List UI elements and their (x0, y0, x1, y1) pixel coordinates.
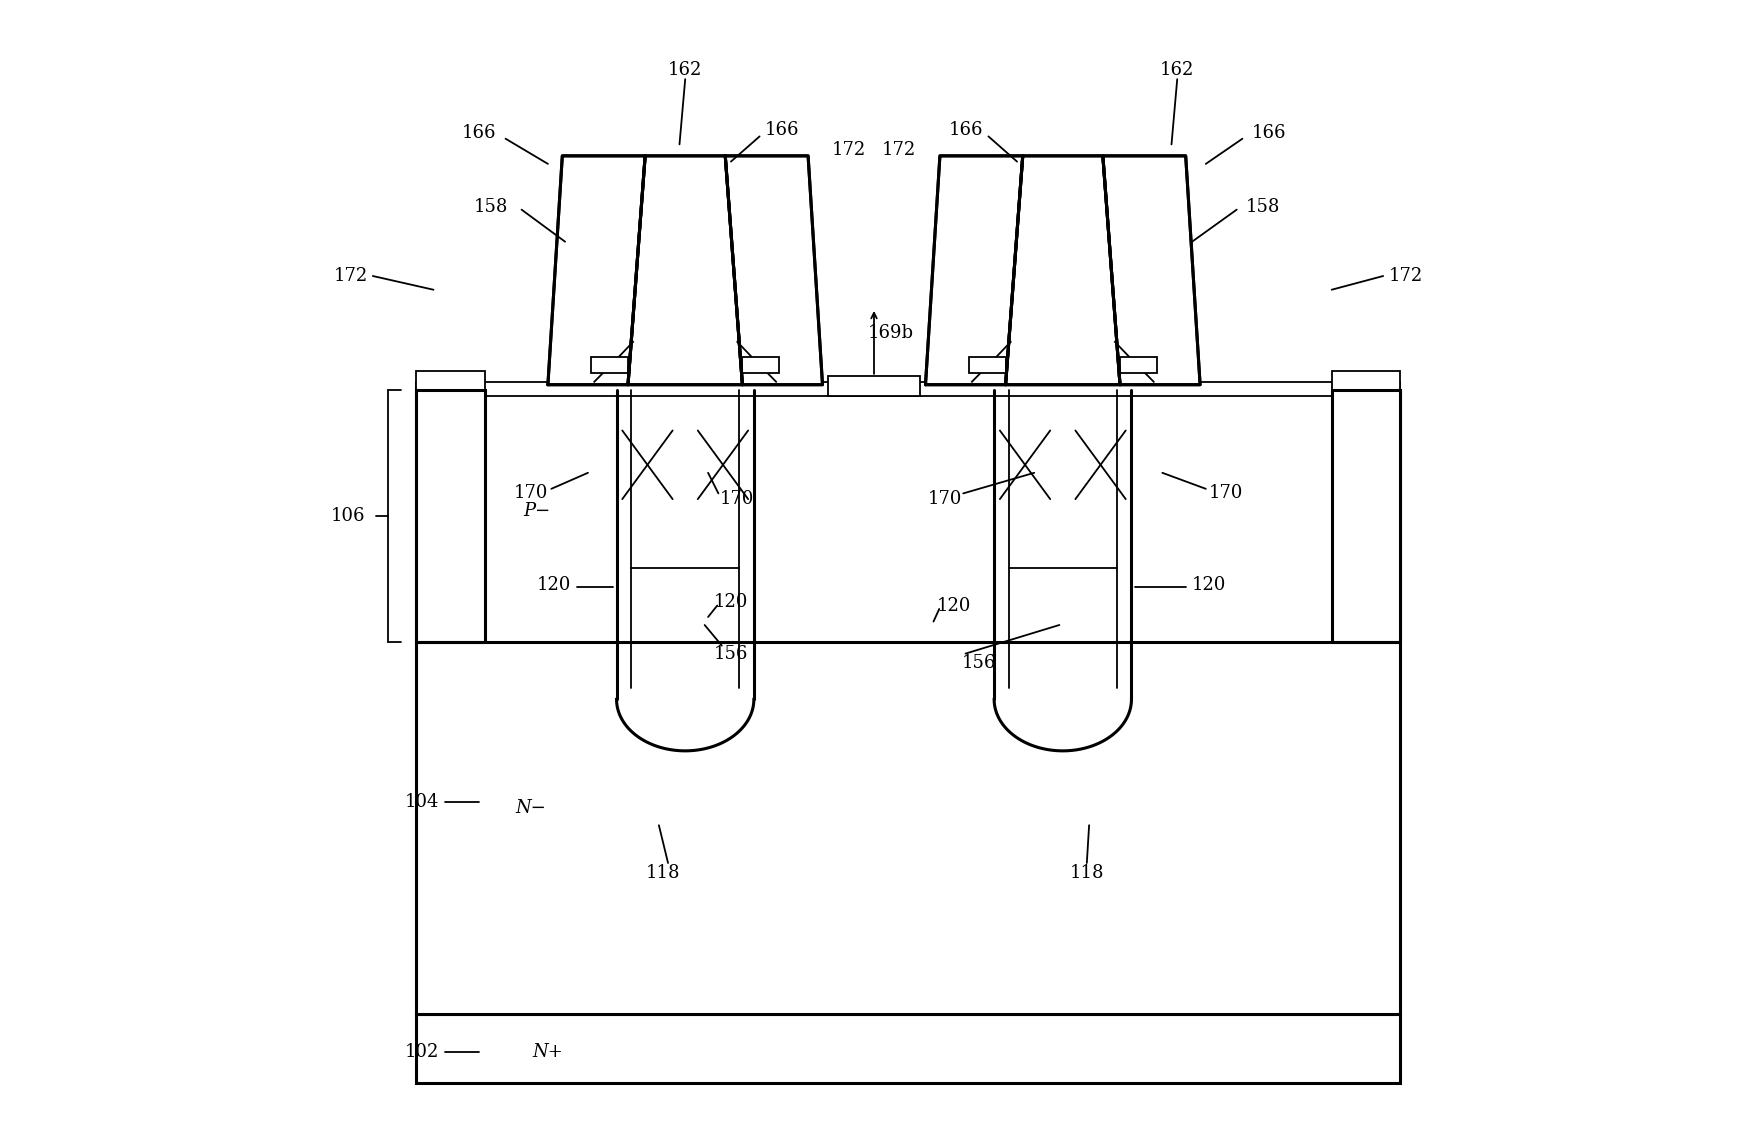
Text: 169b: 169b (869, 325, 914, 342)
Bar (416, 382, 1400, 396)
Text: 104: 104 (406, 794, 439, 811)
Text: 120: 120 (713, 593, 748, 611)
Text: 170: 170 (928, 490, 961, 508)
Bar (416, 390, 1400, 1014)
Polygon shape (547, 156, 645, 384)
Bar (1332, 370, 1400, 396)
Bar (416, 370, 484, 396)
Text: 172: 172 (1390, 267, 1423, 284)
Text: 120: 120 (937, 596, 972, 615)
Bar (995, 390, 1131, 700)
Bar (1120, 357, 1157, 373)
Text: 162: 162 (668, 61, 703, 79)
Bar (829, 375, 919, 396)
Text: 158: 158 (1246, 198, 1280, 217)
Bar (617, 390, 753, 700)
Text: 166: 166 (947, 120, 982, 139)
Text: 172: 172 (883, 141, 916, 159)
Polygon shape (617, 700, 753, 751)
Polygon shape (995, 700, 1131, 751)
Text: 170: 170 (720, 490, 753, 508)
Polygon shape (1005, 156, 1120, 384)
Text: 170: 170 (514, 484, 547, 502)
Polygon shape (628, 156, 743, 384)
Polygon shape (725, 156, 823, 384)
Text: 170: 170 (1210, 484, 1243, 502)
Text: 120: 120 (537, 576, 572, 594)
Text: 162: 162 (1161, 61, 1194, 79)
Text: 156: 156 (713, 645, 748, 663)
Text: 102: 102 (406, 1043, 439, 1061)
Text: 118: 118 (1070, 865, 1105, 882)
Text: P−: P− (523, 501, 551, 520)
Text: 166: 166 (1252, 124, 1287, 142)
Bar (1332, 390, 1400, 642)
Text: 172: 172 (334, 267, 369, 284)
Bar (743, 357, 780, 373)
Text: 166: 166 (461, 124, 496, 142)
Polygon shape (1103, 156, 1201, 384)
Bar (416, 1014, 1400, 1083)
Bar (416, 390, 484, 642)
Text: N−: N− (516, 799, 545, 817)
Text: 118: 118 (647, 865, 680, 882)
Text: 158: 158 (474, 198, 509, 217)
Text: 156: 156 (961, 654, 996, 672)
Bar (591, 357, 628, 373)
Text: 120: 120 (1192, 576, 1227, 594)
Text: 172: 172 (832, 141, 865, 159)
Text: 106: 106 (330, 507, 365, 525)
Bar (968, 357, 1005, 373)
Text: 166: 166 (766, 120, 801, 139)
Text: N+: N+ (533, 1043, 563, 1061)
Polygon shape (925, 156, 1023, 384)
